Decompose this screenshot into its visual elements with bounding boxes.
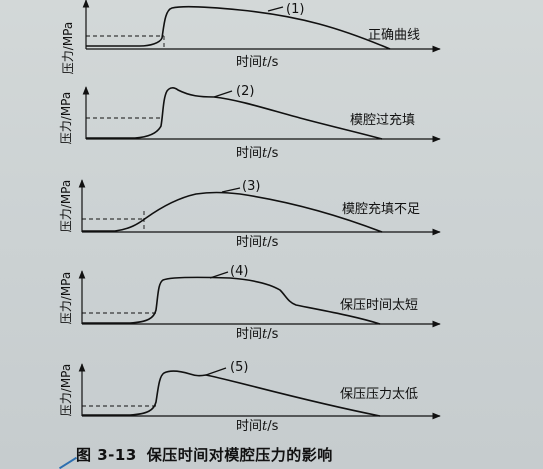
panel-4-x-axis-label: 时间t/s xyxy=(236,327,279,342)
panel-1-y-axis-label: 压力/MPa xyxy=(61,22,75,74)
panel-3-curve-label: (3) xyxy=(242,179,260,194)
panel-3-pressure-curve xyxy=(82,191,383,233)
panel-1-x-axis-label: 时间t/s xyxy=(236,55,279,70)
panel-2-x-axis-label: 时间t/s xyxy=(236,146,279,161)
panel-4: 压力/MPa (4) 保压时间太短 时间t/s xyxy=(59,264,441,342)
panel-1: 压力/MPa (1) 正确曲线 时间t/s xyxy=(61,0,441,74)
panel-3-callout-line xyxy=(221,187,241,193)
figure-caption: 图 3-13 保压时间对模腔压力的影响 xyxy=(76,444,333,465)
panel-3: 压力/MPa (3) 模腔充填不足 时间t/s xyxy=(59,179,441,250)
panel-3-description: 模腔充填不足 xyxy=(342,201,420,217)
panel-3-x-axis-label: 时间t/s xyxy=(236,235,279,250)
panel-4-callout-line xyxy=(209,271,229,279)
figure-number: 图 3-13 xyxy=(76,446,137,464)
panel-2-description: 模腔过充填 xyxy=(350,112,415,128)
panel-3-y-axis-label: 压力/MPa xyxy=(59,180,73,232)
panel-1-pressure-curve xyxy=(86,5,391,50)
panel-1-curve-label: (1) xyxy=(286,2,304,17)
panel-2-pressure-curve xyxy=(86,87,383,140)
panel-5-curve-label: (5) xyxy=(230,360,248,375)
panel-5-callout-line xyxy=(205,367,227,376)
figure-title: 保压时间对模腔压力的影响 xyxy=(146,446,333,464)
panel-2-curve-label: (2) xyxy=(236,84,254,99)
panel-4-description: 保压时间太短 xyxy=(340,298,418,313)
panel-5-description: 保压压力太低 xyxy=(340,387,418,402)
panel-4-y-axis-label: 压力/MPa xyxy=(59,272,73,324)
panel-4-pressure-curve xyxy=(82,276,381,325)
panel-1-callout-line xyxy=(267,6,284,12)
panel-5-x-axis-label: 时间t/s xyxy=(236,419,279,434)
panel-5: 压力/MPa (5) 保压压力太低 时间t/s xyxy=(59,360,441,434)
panel-2-callout-line xyxy=(213,90,233,98)
panel-5-y-axis-label: 压力/MPa xyxy=(59,364,73,416)
panel-5-pressure-curve xyxy=(82,370,381,417)
panel-4-curve-label: (4) xyxy=(230,264,248,279)
panel-1-description: 正确曲线 xyxy=(368,28,420,43)
panel-2: 压力/MPa (2) 模腔过充填 时间t/s xyxy=(59,84,441,161)
panel-2-y-axis-label: 压力/MPa xyxy=(59,92,73,144)
